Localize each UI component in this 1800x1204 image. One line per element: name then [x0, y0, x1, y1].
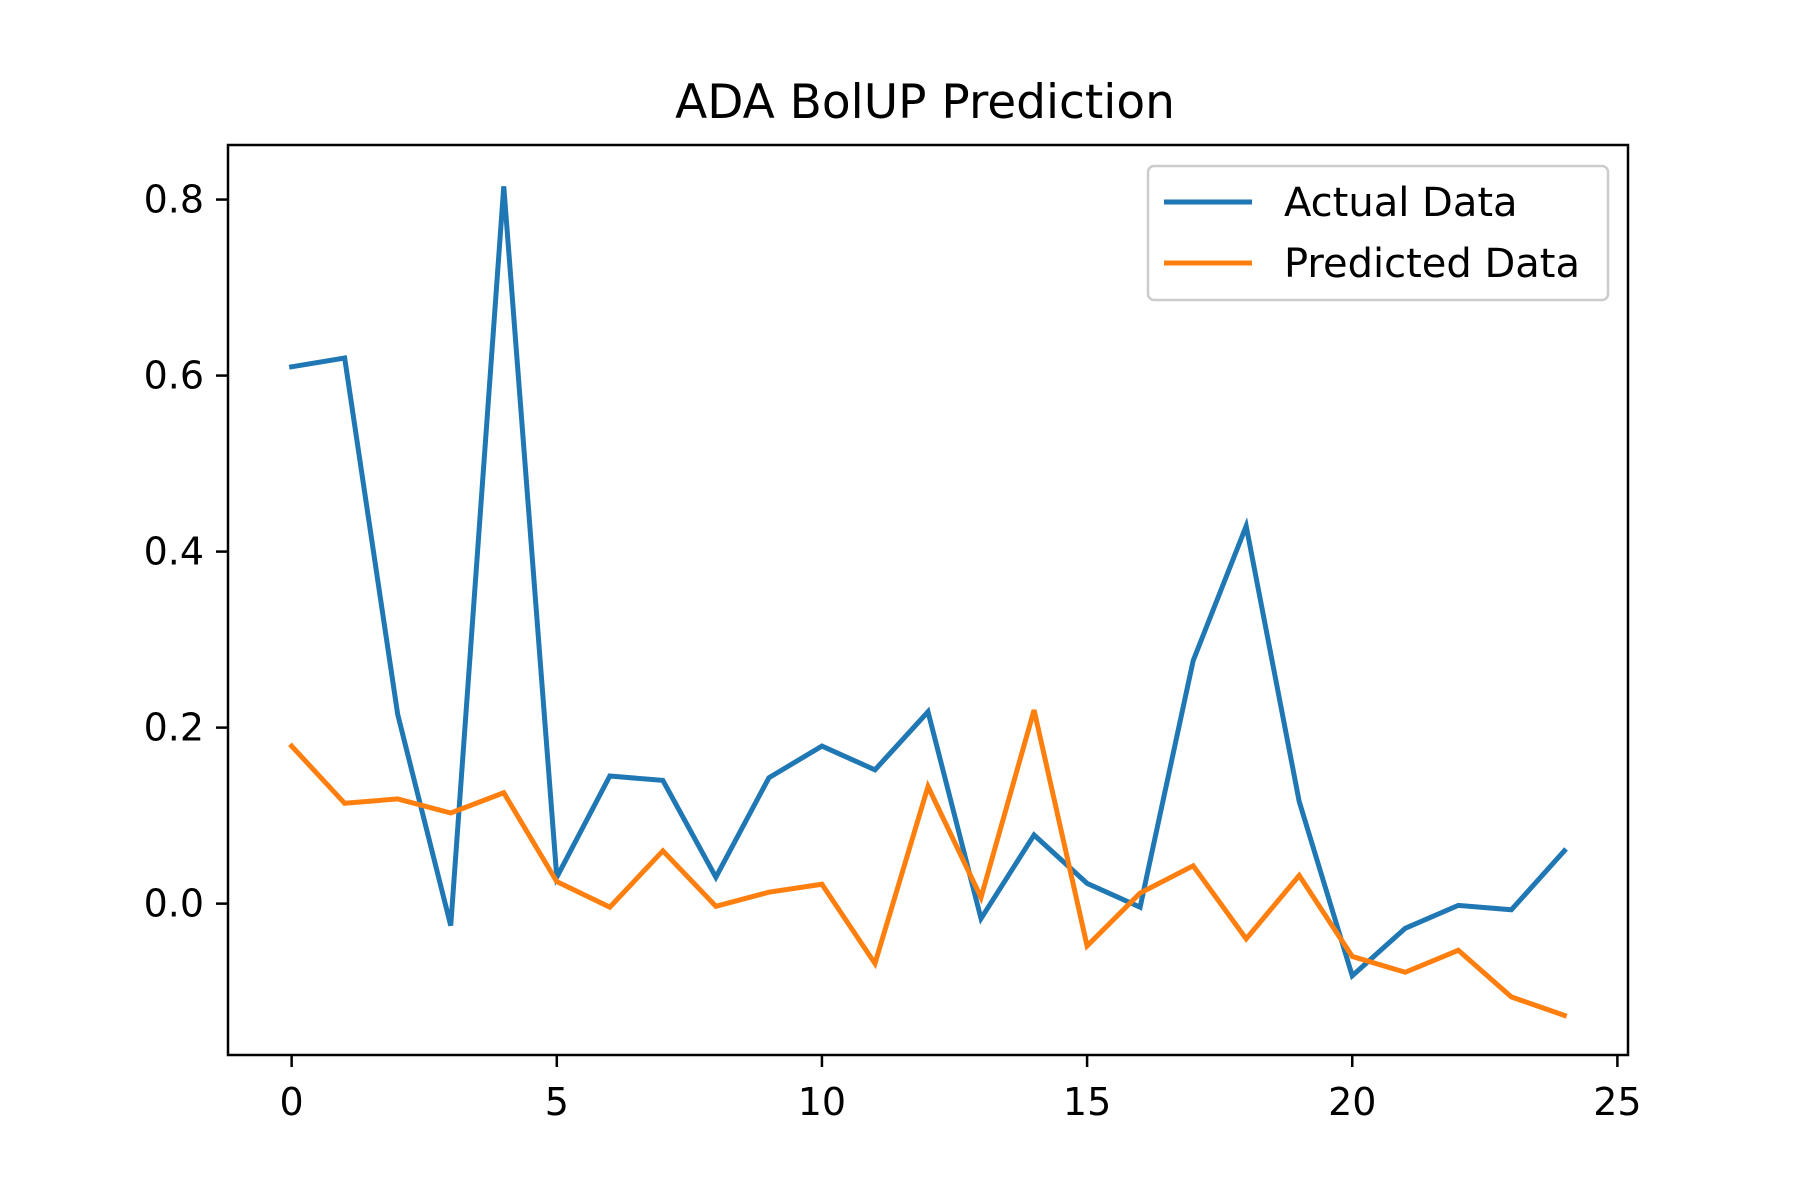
y-tick-label: 0.4 — [144, 530, 204, 574]
x-tick-label: 0 — [280, 1080, 304, 1124]
chart-title: ADA BolUP Prediction — [675, 75, 1175, 130]
y-tick-label: 0.0 — [144, 882, 204, 926]
legend-box — [1146, 164, 1610, 302]
axes: 0 5 10 15 20 25 0.0 0.2 0.4 0.6 0.8 — [144, 143, 1642, 1124]
x-tick-label: 20 — [1328, 1080, 1376, 1124]
series-line-actual — [288, 186, 1568, 981]
x-tick-label: 10 — [798, 1080, 846, 1124]
legend-label-predicted: Predicted Data — [1284, 241, 1580, 287]
series-line-predicted — [288, 709, 1568, 1019]
legend-label-actual: Actual Data — [1284, 180, 1518, 226]
axes-frame — [226, 143, 1630, 1057]
x-tick-label: 25 — [1593, 1080, 1641, 1124]
legend: Actual Data Predicted Data — [1146, 164, 1610, 302]
y-tick-label: 0.8 — [144, 178, 204, 222]
x-tick-label: 15 — [1063, 1080, 1111, 1124]
y-tick-label: 0.6 — [144, 354, 204, 398]
x-tick-label: 5 — [545, 1080, 569, 1124]
plot-area — [288, 186, 1568, 1019]
y-tick-label: 0.2 — [144, 706, 204, 750]
